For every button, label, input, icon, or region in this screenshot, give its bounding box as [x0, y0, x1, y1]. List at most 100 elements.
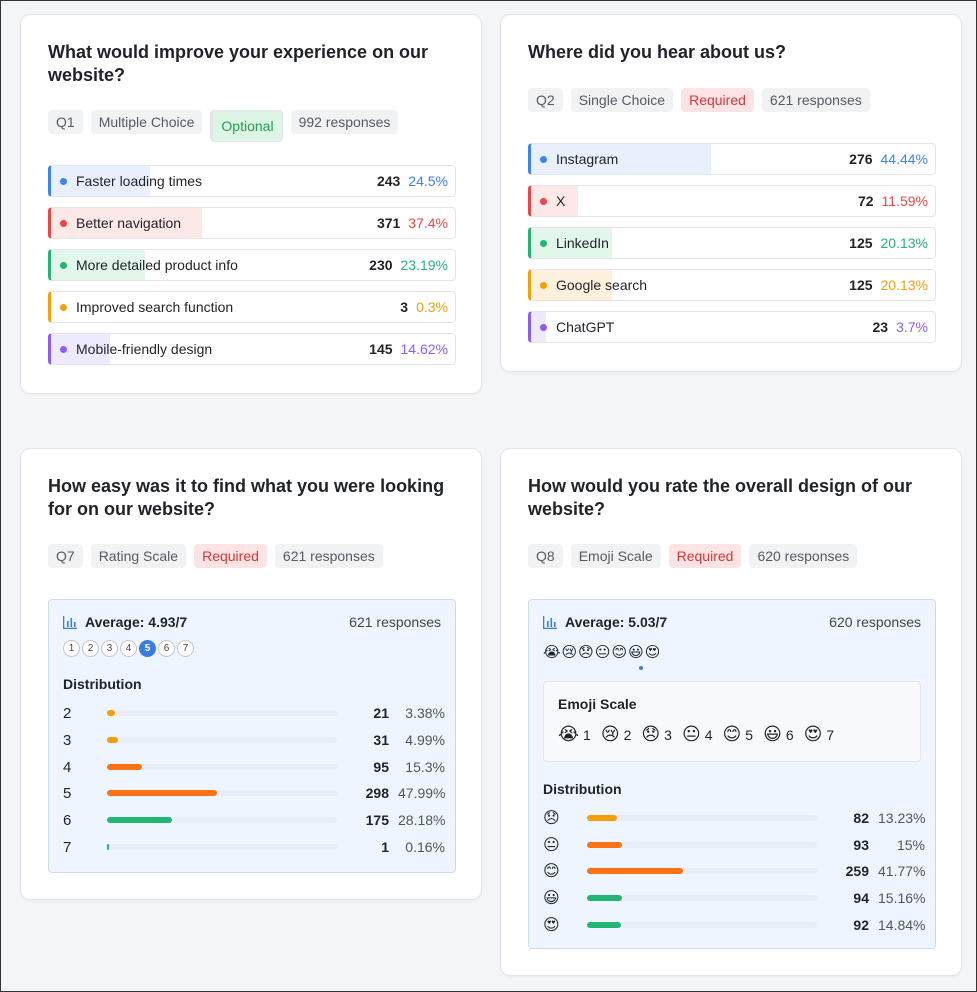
row-count: 92	[853, 917, 869, 933]
required-tag: Required	[668, 544, 742, 568]
row-percent: 4.99%	[405, 732, 445, 748]
option-dot	[60, 345, 67, 353]
question-title: How would you rate the overall design of…	[528, 476, 913, 519]
option-row[interactable]: More detailed product info 230 23.19%	[48, 249, 456, 281]
option-count: 145	[369, 341, 393, 357]
rating-option[interactable]: 6	[158, 640, 175, 657]
question-title: What would improve your experience on ou…	[48, 42, 429, 85]
bar-track	[587, 815, 817, 821]
option-label: LinkedIn	[556, 235, 609, 251]
emoji-scale-legend: Emoji Scale 😭 1 😢 2 😞 3 😐 4 😊 5 😃 6 😍 7	[543, 681, 921, 762]
option-count: 23	[872, 319, 889, 335]
question-type-tag: Rating Scale	[90, 544, 187, 568]
distribution-row: 😐 93 15%	[543, 835, 925, 855]
distribution-bar	[107, 764, 143, 770]
option-fill	[531, 312, 546, 342]
emoji-option[interactable]: 😃	[628, 644, 644, 661]
emoji-key: 😊	[543, 863, 560, 880]
distribution-bar	[107, 790, 218, 796]
rating-option[interactable]: 7	[177, 640, 194, 657]
row-percent: 0.16%	[405, 839, 445, 855]
bar-track	[107, 710, 337, 716]
row-count: 93	[853, 837, 869, 853]
emoji-legend-item: 😭 1	[558, 724, 591, 744]
option-percent: 3.7%	[896, 319, 928, 335]
bar-track	[587, 868, 817, 874]
emoji-option-selected[interactable]: 😊	[611, 644, 628, 661]
option-percent: 23.19%	[400, 257, 448, 273]
option-row[interactable]: Faster loading times 243 24.5%	[48, 165, 456, 197]
rating-option[interactable]: 4	[120, 640, 137, 657]
option-percent: 20.13%	[880, 235, 928, 251]
option-label: More detailed product info	[76, 257, 238, 273]
option-row[interactable]: Instagram 276 44.44%	[528, 143, 936, 175]
emoji-legend-item: 😍 7	[803, 724, 835, 744]
response-count: 621 responses	[349, 614, 441, 630]
option-dot	[540, 197, 547, 205]
required-tag: Required	[194, 544, 267, 568]
question-type-tag: Multiple Choice	[90, 110, 203, 134]
option-percent: 37.4%	[408, 215, 448, 231]
emoji-legend-item: 😊 5	[722, 724, 754, 744]
rating-option-selected[interactable]: 5	[139, 640, 156, 657]
responses-tag: 621 responses	[274, 544, 383, 568]
option-row[interactable]: Mobile-friendly design 145 14.62%	[48, 333, 456, 365]
option-row[interactable]: Improved search function 3 0.3%	[48, 291, 456, 323]
row-percent: 15%	[896, 837, 925, 853]
option-label: Google search	[556, 277, 648, 293]
rating-key: 5	[63, 784, 72, 802]
option-percent: 44.44%	[880, 151, 928, 167]
option-dot	[540, 239, 547, 247]
option-dot	[540, 155, 547, 163]
emoji-option[interactable]: 😍	[644, 644, 661, 661]
emoji-option[interactable]: 😢	[561, 644, 578, 661]
average-label: Average: 4.93/7	[85, 614, 188, 630]
row-percent: 15.16%	[878, 890, 926, 906]
question-type-tag: Single Choice	[570, 88, 674, 112]
row-count: 94	[853, 890, 869, 906]
average-label: Average: 5.03/7	[565, 614, 668, 630]
distribution-row: 😃 94 15.16%	[543, 888, 925, 908]
rating-option[interactable]: 2	[82, 640, 99, 657]
option-fill	[531, 144, 711, 174]
option-dot	[60, 219, 67, 227]
responses-tag: 620 responses	[749, 544, 858, 568]
emoji-option[interactable]: 😞	[578, 644, 594, 661]
rating-option[interactable]: 3	[101, 640, 118, 657]
rating-key: 4	[63, 758, 72, 776]
rating-key: 6	[63, 811, 72, 829]
option-count: 243	[376, 173, 401, 189]
option-label: Better navigation	[76, 215, 182, 231]
option-row[interactable]: Better navigation 371 37.4%	[48, 207, 456, 239]
rating-summary-panel: Average: 4.93/7 621 responses 1 2 3 4 5 …	[48, 599, 456, 873]
distribution-row: 6 175 28.18%	[63, 810, 445, 830]
row-percent: 14.84%	[878, 917, 926, 933]
question-number-tag: Q7	[48, 544, 83, 568]
option-row[interactable]: X 72 11.59%	[528, 185, 936, 217]
rating-option[interactable]: 1	[63, 640, 80, 657]
bar-chart-icon	[543, 615, 557, 629]
distribution-bar	[587, 895, 622, 901]
distribution-bar	[587, 815, 618, 821]
distribution-row: 3 31 4.99%	[63, 730, 445, 750]
distribution-row: 😊 259 41.77%	[543, 861, 925, 881]
distribution-bar	[107, 817, 172, 823]
option-row[interactable]: Google search 125 20.13%	[528, 269, 936, 301]
emoji-scale-title: Emoji Scale	[558, 696, 637, 712]
option-percent: 24.5%	[408, 173, 448, 189]
emoji-option[interactable]: 😐	[594, 644, 611, 661]
option-dot	[60, 261, 67, 269]
distribution-heading: Distribution	[63, 676, 142, 692]
question-number-tag: Q2	[528, 88, 563, 112]
option-count: 72	[857, 193, 874, 209]
emoji-option[interactable]: 😭	[543, 644, 561, 661]
emoji-key: 😃	[543, 890, 560, 907]
option-row[interactable]: LinkedIn 125 20.13%	[528, 227, 936, 259]
response-count: 620 responses	[829, 614, 921, 630]
distribution-row: 7 1 0.16%	[63, 837, 445, 857]
distribution-row: 😞 82 13.23%	[543, 808, 925, 828]
option-row[interactable]: ChatGPT 23 3.7%	[528, 311, 936, 343]
option-percent: 20.13%	[880, 277, 928, 293]
distribution-bar	[107, 710, 115, 716]
emoji-legend-item: 😃 6	[763, 724, 794, 744]
